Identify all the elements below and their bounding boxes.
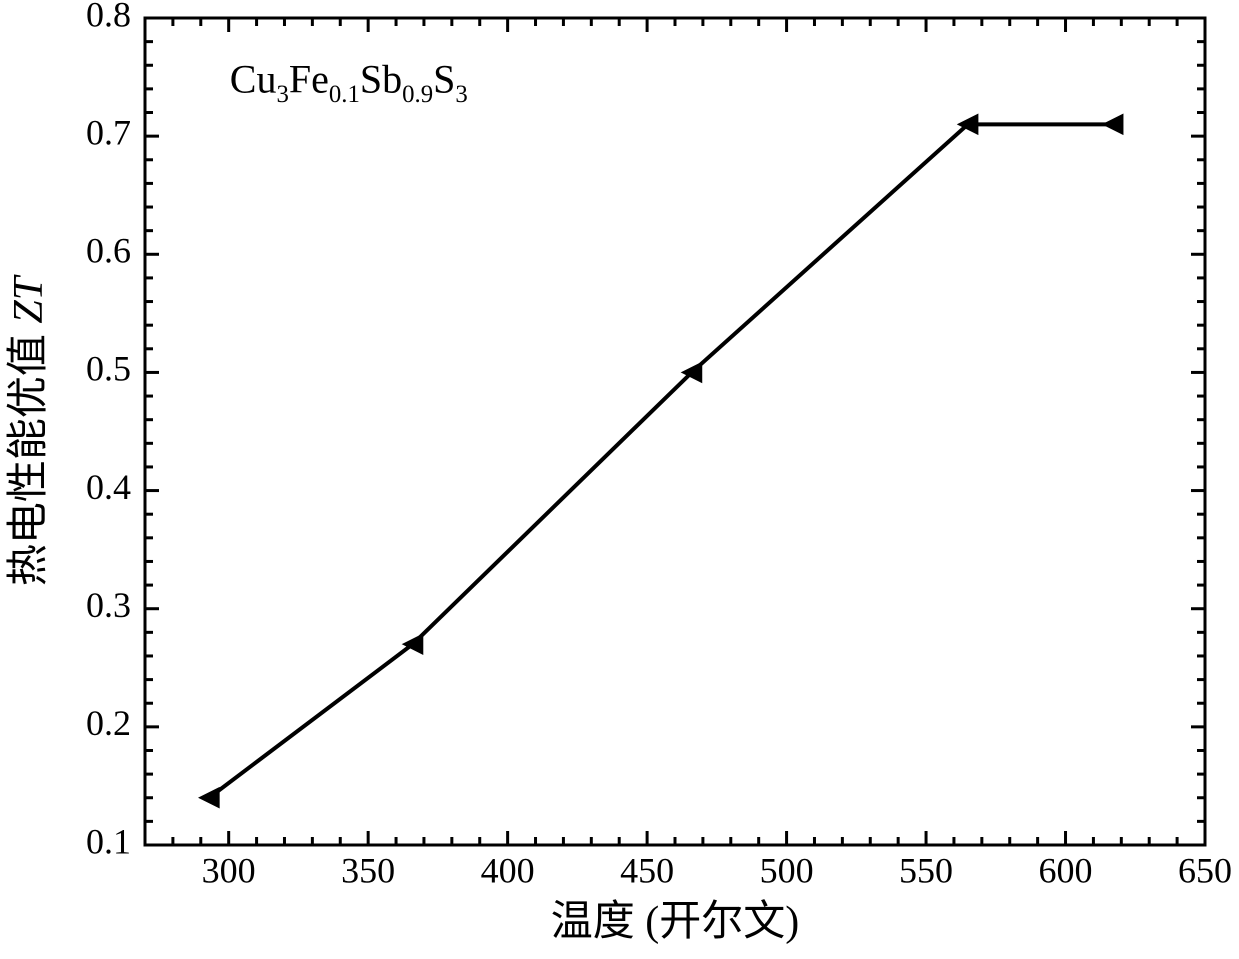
y-axis-title: 热电性能优值 ZT — [6, 274, 52, 586]
y-tick-label: 0.6 — [86, 231, 131, 271]
data-marker — [199, 788, 219, 808]
y-tick-label: 0.2 — [86, 703, 131, 743]
data-marker — [1103, 114, 1123, 134]
x-tick-label: 500 — [760, 851, 814, 891]
series-line — [209, 124, 1113, 797]
x-tick-label: 550 — [899, 851, 953, 891]
y-tick-label: 0.5 — [86, 349, 131, 389]
x-tick-label: 350 — [341, 851, 395, 891]
x-tick-label: 650 — [1178, 851, 1232, 891]
y-tick-label: 0.8 — [86, 0, 131, 34]
x-tick-label: 400 — [481, 851, 535, 891]
y-tick-label: 0.4 — [86, 467, 131, 507]
series-label: Cu3Fe0.1Sb0.9S3 — [230, 56, 468, 108]
y-tick-label: 0.1 — [86, 821, 131, 861]
chart-container: 300 350 400 450 500 550 600 650 0.1 0.2 0.3 0.4 0.5 0… — [0, 0, 1239, 959]
x-axis-title: 温度 (开尔文) — [551, 898, 799, 945]
x-tick-label: 450 — [620, 851, 674, 891]
x-tick-label: 300 — [202, 851, 256, 891]
y-tick-label: 0.3 — [86, 585, 131, 625]
y-tick-label: 0.7 — [86, 112, 131, 152]
x-tick-label: 600 — [1039, 851, 1093, 891]
plot-frame — [145, 18, 1205, 845]
zt-chart: 300 350 400 450 500 550 600 650 0.1 0.2 0.3 0.4 0.5 0… — [0, 0, 1239, 959]
